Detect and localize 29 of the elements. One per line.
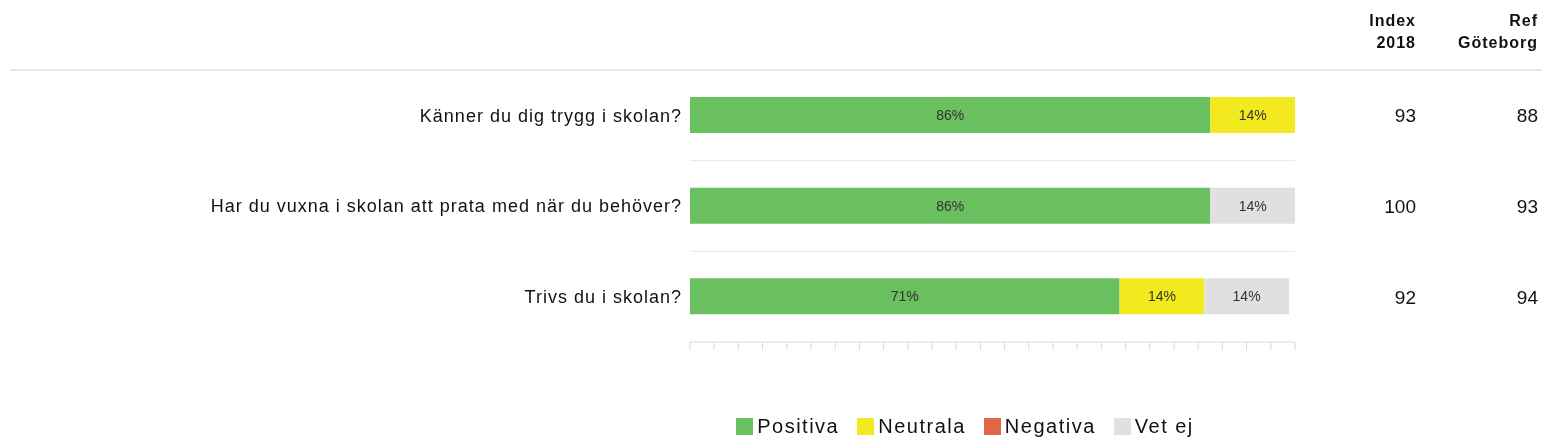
bar bbox=[1210, 97, 1295, 133]
text: 94 bbox=[1516, 286, 1539, 308]
bar bbox=[690, 187, 1211, 224]
data-label: 86% bbox=[936, 107, 965, 123]
y-tick-label: Har du vuxna i skolan att prata med när du behöver? bbox=[210, 196, 682, 217]
text: Index 2018 bbox=[1369, 12, 1416, 51]
y-tick-label: Trivs du i skolan? bbox=[524, 287, 682, 308]
text: 93 bbox=[1516, 196, 1538, 217]
legend-label: Positiva bbox=[757, 415, 840, 438]
text: 88 bbox=[1516, 105, 1538, 127]
bar bbox=[690, 97, 1211, 133]
data-label: 14% bbox=[1232, 288, 1261, 305]
legend-label: Vet ej bbox=[1134, 415, 1194, 438]
bar bbox=[1204, 278, 1289, 315]
bar bbox=[690, 278, 1120, 315]
bar bbox=[1210, 187, 1295, 224]
text: 93 bbox=[1394, 105, 1416, 127]
data-label: 86% bbox=[936, 197, 965, 214]
data-label: 14% bbox=[1238, 107, 1267, 123]
bar bbox=[1119, 278, 1205, 315]
y-tick-label: Känner du dig trygg i skolan? bbox=[419, 105, 682, 126]
text: 100 bbox=[1384, 196, 1416, 217]
legend-label: Neutrala bbox=[878, 415, 966, 438]
data-label: 14% bbox=[1238, 197, 1267, 214]
legend-label: Negativa bbox=[1004, 415, 1096, 438]
text: 92 bbox=[1394, 286, 1416, 308]
data-label: 14% bbox=[1147, 288, 1176, 305]
data-label: 71% bbox=[890, 288, 919, 305]
text: Ref Göteborg bbox=[1458, 12, 1538, 51]
